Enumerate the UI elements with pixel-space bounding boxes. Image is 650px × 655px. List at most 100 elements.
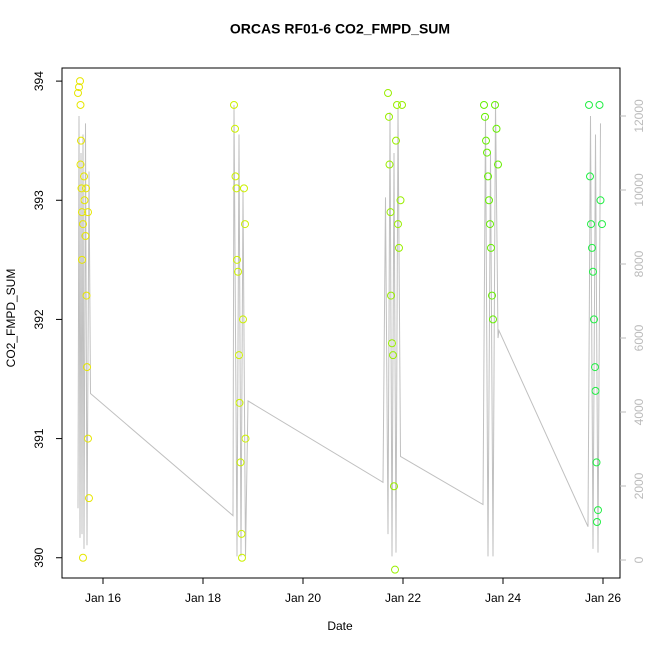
data-point (83, 363, 91, 372)
data-point (74, 89, 82, 98)
data-point (590, 315, 598, 324)
data-point (488, 291, 496, 300)
chart-title: ORCAS RF01-6 CO2_FMPD_SUM (230, 21, 450, 37)
data-point (241, 434, 250, 443)
data-point (392, 136, 400, 145)
y2-tick-label: 4000 (632, 398, 646, 425)
data-point (395, 243, 403, 252)
data-point (76, 160, 85, 169)
data-point (76, 77, 84, 86)
x-tick-label: Jan 24 (485, 591, 521, 605)
data-point (592, 458, 601, 467)
data-point (239, 315, 247, 324)
x-tick-label: Jan 18 (185, 591, 221, 605)
y2-tick-label: 0 (632, 556, 646, 563)
data-point (589, 267, 597, 276)
data-point (389, 351, 397, 360)
x-tick-label: Jan 16 (85, 591, 121, 605)
data-point (385, 112, 393, 121)
data-point (231, 124, 239, 133)
data-point (484, 172, 492, 181)
y2-tick-label: 8000 (632, 250, 646, 277)
y-tick-label: 391 (32, 428, 46, 448)
y-axis-label: CO2_FMPD_SUM (4, 269, 18, 368)
data-point (84, 434, 92, 443)
data-point (84, 208, 92, 217)
data-point (586, 172, 594, 181)
data-point (82, 184, 90, 193)
data-point (81, 232, 90, 241)
x-tick-label: Jan 22 (385, 591, 421, 605)
data-point (241, 220, 249, 229)
data-point (596, 196, 605, 205)
data-point (78, 208, 86, 217)
data-point (492, 124, 501, 133)
x-tick-label: Jan 20 (285, 591, 321, 605)
data-point (494, 160, 502, 169)
data-point (76, 100, 85, 109)
data-point (238, 553, 246, 562)
data-point (595, 100, 604, 109)
data-point (230, 100, 238, 109)
data-point (398, 100, 406, 109)
data-point (80, 172, 88, 181)
data-point (485, 196, 493, 205)
data-point (384, 89, 392, 98)
y-tick-label: 393 (32, 190, 46, 210)
data-point (587, 220, 595, 229)
data-point (85, 494, 93, 503)
data-point (78, 255, 86, 264)
altitude-line (77, 101, 601, 557)
y-tick-label: 390 (32, 547, 46, 567)
data-point (235, 398, 244, 407)
data-point (594, 506, 602, 515)
data-point (483, 148, 491, 157)
data-point (489, 315, 497, 324)
data-point (486, 220, 494, 229)
data-point (79, 553, 87, 562)
data-point (386, 208, 395, 217)
data-point (591, 386, 600, 395)
x-tick-label: Jan 26 (585, 591, 621, 605)
data-point (236, 458, 245, 467)
data-point (480, 100, 488, 109)
data-point (393, 100, 401, 109)
data-point (234, 267, 242, 276)
data-point (237, 529, 246, 538)
y2-tick-label: 2000 (632, 472, 646, 499)
data-point (396, 196, 405, 205)
data-point (77, 136, 85, 145)
plot-frame (61, 67, 621, 579)
data-point (487, 243, 495, 252)
data-point (481, 112, 489, 121)
data-point (387, 291, 395, 300)
data-point (80, 196, 89, 205)
data-point (390, 482, 398, 491)
data-point (394, 220, 402, 229)
data-point (75, 83, 83, 92)
data-point (598, 220, 606, 229)
data-point (585, 100, 593, 109)
data-point (482, 136, 490, 145)
data-point (240, 184, 248, 193)
y-tick-label: 394 (32, 71, 46, 91)
data-point (79, 220, 87, 229)
data-point (388, 339, 396, 348)
y2-tick-label: 6000 (632, 324, 646, 351)
data-point (82, 291, 91, 300)
data-point (588, 243, 596, 252)
data-point (233, 255, 241, 264)
data-point (591, 363, 599, 372)
data-point (231, 172, 240, 181)
data-point (385, 160, 394, 169)
data-point (491, 100, 499, 109)
data-point (77, 184, 86, 193)
data-point (593, 517, 601, 526)
y2-tick-label: 12000 (632, 99, 646, 133)
x-axis-label: Date (327, 619, 353, 633)
data-point (235, 351, 243, 360)
y-tick-label: 392 (32, 309, 46, 329)
data-point (391, 565, 399, 574)
y2-tick-label: 10000 (632, 173, 646, 207)
